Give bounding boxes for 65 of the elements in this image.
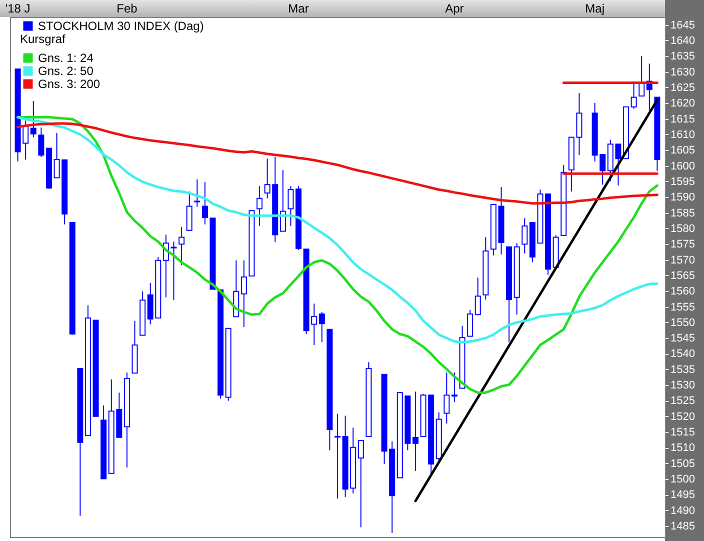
y-tick-label: 1610: [670, 128, 695, 141]
candlestick: [444, 372, 450, 424]
candlestick: [467, 309, 474, 337]
line-series: [16, 122, 658, 205]
y-tick-label: 1615: [670, 113, 695, 126]
x-tick-label: Maj: [585, 2, 604, 16]
candlestick: [451, 372, 458, 402]
annotation: Kursgraf: [20, 32, 66, 46]
y-tick-label: 1520: [670, 410, 695, 423]
candlestick: [280, 170, 286, 232]
y-tick-label: 1620: [670, 98, 695, 110]
candlestick: [30, 100, 36, 138]
legend-label: Gns. 3: 200: [38, 77, 100, 91]
candlestick: [194, 178, 200, 208]
y-tick-label: 1545: [670, 332, 695, 345]
x-tick-label: Feb: [116, 2, 138, 16]
candlestick: [334, 413, 340, 499]
y-tick-label: 1530: [670, 380, 695, 392]
candlestick: [358, 440, 364, 528]
y-tick-label: 1590: [670, 192, 695, 204]
x-tick-label: Mar: [288, 2, 309, 16]
candlestick: [318, 312, 325, 343]
y-tick-label: 1580: [670, 222, 695, 235]
y-tick-label: 1640: [670, 34, 695, 47]
candlestick: [522, 218, 528, 254]
y-tick-label: 1550: [670, 316, 695, 329]
y-tick-label: 1515: [670, 426, 695, 439]
y-tick-label: 1630: [670, 66, 695, 78]
candlestick: [288, 186, 294, 226]
line-series: [16, 116, 658, 344]
candlestick: [178, 226, 185, 266]
y-tick-label: 1625: [670, 82, 695, 94]
line-series: [16, 116, 658, 394]
x-tick-label: Apr: [445, 2, 464, 16]
legend-label: STOCKHOLM 30 INDEX (Dag): [38, 19, 204, 33]
candlestick: [240, 260, 247, 328]
y-tick-label: 1490: [670, 504, 695, 517]
y-tick-label: 1635: [670, 50, 695, 63]
y-tick-label: 1540: [670, 348, 695, 360]
candlestick: [38, 127, 44, 158]
y-tick-label: 1505: [670, 458, 695, 470]
y-tick-label: 1585: [670, 207, 695, 220]
legend-label: Gns. 2: 50: [38, 64, 94, 78]
y-tick-label: 1605: [670, 144, 695, 157]
x-tick-label: '18 J: [5, 2, 30, 16]
y-tick-label: 1560: [670, 286, 695, 298]
y-tick-label: 1645: [670, 19, 695, 32]
y-tick-label: 1535: [670, 364, 695, 376]
y-tick-label: 1495: [670, 489, 695, 502]
candlestick: [630, 80, 637, 110]
y-tick-label: 1510: [670, 442, 695, 454]
y-tick-label: 1525: [670, 395, 695, 408]
y-tick-label: 1595: [670, 176, 695, 188]
candlestick: [256, 186, 263, 226]
y-tick-label: 1555: [670, 301, 695, 314]
y-tick-label: 1575: [670, 238, 695, 251]
y-tick-label: 1600: [670, 160, 695, 172]
candlestick: [170, 241, 177, 301]
y-tick-label: 1500: [670, 474, 695, 486]
candlestick: [474, 277, 481, 316]
y-tick-label: 1485: [670, 520, 695, 533]
candlestick: [412, 391, 418, 472]
y-tick-label: 1570: [670, 254, 695, 266]
y-tick-label: 1565: [670, 270, 695, 282]
legend-label: Gns. 1: 24: [38, 51, 94, 65]
